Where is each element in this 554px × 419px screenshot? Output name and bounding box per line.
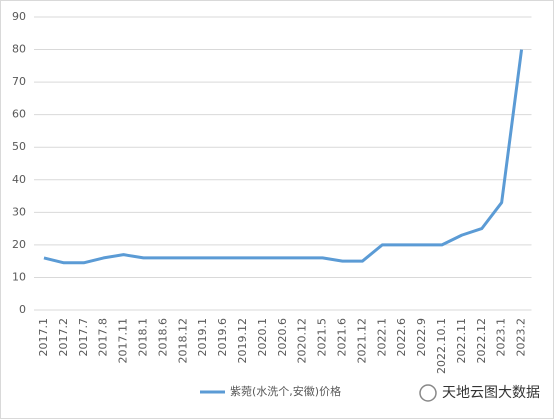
x-tick-label: 2017.8 <box>97 318 110 357</box>
y-tick-label: 90 <box>12 10 26 23</box>
x-tick-label: 2022.11 <box>455 318 468 364</box>
watermark-icon <box>419 384 437 402</box>
y-tick-label: 10 <box>12 270 26 283</box>
x-tick-label: 2018.6 <box>156 318 169 357</box>
y-tick-label: 20 <box>12 238 26 251</box>
x-tick-label: 2023.2 <box>515 318 528 357</box>
y-tick-label: 40 <box>12 173 26 186</box>
x-tick-label: 2017.1 <box>37 318 50 357</box>
watermark-text: 天地云图大数据 <box>442 385 540 401</box>
x-tick-label: 2022.12 <box>475 318 488 364</box>
y-tick-label: 50 <box>12 140 26 153</box>
x-tick-label: 2022.9 <box>415 318 428 357</box>
x-tick-label: 2020.1 <box>256 318 269 357</box>
legend-label: 紫菀(水洗个,安徽)价格 <box>230 384 341 398</box>
line <box>43 49 524 265</box>
x-tick-label: 2021.12 <box>355 318 368 364</box>
x-tick-label: 2018.1 <box>136 318 149 357</box>
x-tick-label: 2019.6 <box>216 318 229 357</box>
x-tick-label: 2022.6 <box>395 318 408 357</box>
y-tick-label: 80 <box>12 43 26 56</box>
x-tick-label: 2019.1 <box>196 318 209 357</box>
x-tick-label: 2017.11 <box>117 318 130 364</box>
x-tick-label: 2020.12 <box>296 318 309 364</box>
x-tick-label: 2017.2 <box>57 318 70 357</box>
x-tick-label: 2019.12 <box>236 318 249 364</box>
y-tick-label: 30 <box>12 205 26 218</box>
y-tick-label: 70 <box>12 75 26 88</box>
y-tick-label: 60 <box>12 108 26 121</box>
x-tick-label: 2021.5 <box>316 318 329 357</box>
x-tick-label: 2021.6 <box>335 318 348 357</box>
x-tick-label: 2023.1 <box>495 318 508 357</box>
x-tick-label: 2017.7 <box>77 318 90 357</box>
x-tick-label: 2022.10.1 <box>435 318 448 374</box>
x-tick-label: 2022.1 <box>375 318 388 357</box>
x-tick-label: 2020.6 <box>276 318 289 357</box>
x-tick-label: 2018.12 <box>176 318 189 364</box>
watermark: 天地云图大数据 <box>419 384 540 402</box>
y-tick-label: 0 <box>19 303 26 316</box>
